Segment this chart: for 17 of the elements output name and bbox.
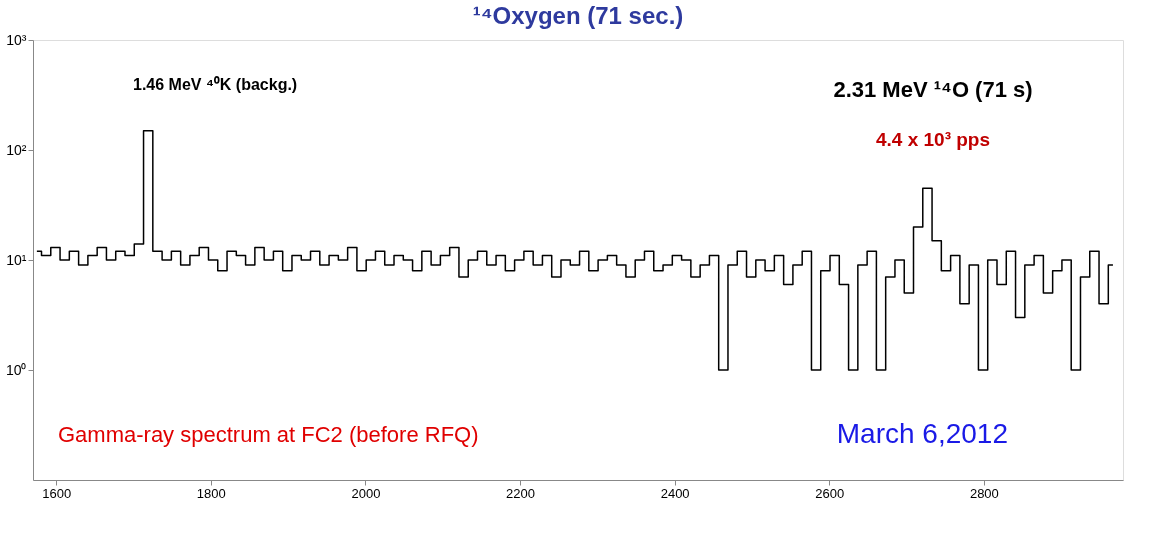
x-tick-label: 2200 — [506, 485, 535, 501]
annotation: Gamma-ray spectrum at FC2 (before RFQ) — [58, 422, 479, 447]
y-tick-label: 10² — [6, 141, 27, 158]
x-tick-label: 1800 — [196, 485, 226, 501]
x-tick-label: 2600 — [815, 485, 845, 501]
x-tick-label: 2400 — [660, 485, 690, 501]
y-tick-label: 10³ — [6, 31, 27, 48]
annotation: 1.46 MeV ⁴⁰K (backg.) — [133, 76, 298, 93]
annotation: 4.4 x 10³ pps — [875, 129, 991, 150]
annotation: March 6,2012 — [836, 418, 1008, 449]
x-tick-label: 2800 — [969, 485, 999, 501]
chart-title: ¹⁴Oxygen (71 sec.) — [472, 2, 684, 29]
annotation: 2.31 MeV ¹⁴O (71 s) — [833, 77, 1033, 102]
x-tick-label: 1600 — [42, 485, 72, 501]
y-tick-label: 10⁰ — [5, 361, 27, 378]
y-tick-label: 10¹ — [6, 251, 27, 268]
x-tick-label: 2000 — [351, 485, 381, 501]
